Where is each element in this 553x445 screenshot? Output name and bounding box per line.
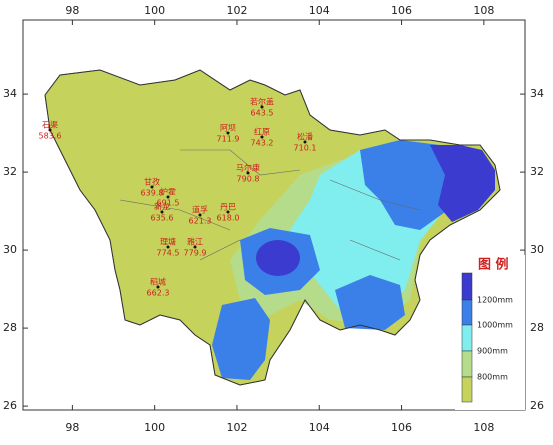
county-borders: [119, 149, 421, 261]
station-name: 炉霍: [160, 187, 176, 197]
x-tick-label: 100: [144, 4, 165, 17]
station-dot: [166, 195, 170, 199]
axes: 98 98 100 100 102 102 104 104 106 106 108 108 26 26 28…: [3, 4, 544, 434]
x-tick-label: 106: [391, 4, 412, 17]
station-dot: [166, 245, 170, 249]
y-tick-label: 26: [3, 399, 17, 412]
y-tick-label: 32: [3, 165, 17, 178]
station-value: 662.3: [147, 289, 170, 298]
x-tick-label: 100: [144, 421, 165, 434]
region-top: [256, 240, 300, 276]
station-value: 639.8: [141, 189, 164, 198]
station-dot: [150, 185, 154, 189]
station-value: 774.5: [157, 249, 180, 258]
station-name: 道孚: [192, 205, 208, 215]
legend-label: 800mm: [477, 373, 508, 382]
station-name: 理塘: [160, 237, 176, 247]
y-tick-label: 30: [3, 243, 17, 256]
province: [44, 69, 501, 386]
station-name: 松潘: [297, 132, 313, 142]
station-dot: [246, 171, 250, 175]
station-dot: [226, 210, 230, 214]
x-tick-label: 102: [226, 4, 247, 17]
stations: 石渠 583.6 若尔盖 643.5 阿坝 711.9 红原 743.2 松潘 710.1 马尔康 7…: [39, 97, 317, 298]
station-value: 790.8: [237, 175, 260, 184]
y-tick-label: 26: [530, 399, 544, 412]
y-tick-label: 28: [3, 321, 17, 334]
station-dot: [156, 285, 160, 289]
station-name: 雅江: [187, 237, 203, 247]
station-dot: [303, 140, 307, 144]
station-name: 阿坝: [220, 124, 236, 133]
station-value: 643.5: [251, 109, 274, 118]
x-tick-label: 98: [65, 421, 79, 434]
legend-swatch: [461, 272, 473, 301]
station-value: 583.6: [39, 132, 62, 141]
station-name: 石渠: [42, 120, 58, 130]
x-tick-label: 108: [473, 4, 494, 17]
station-name: 马尔康: [236, 163, 260, 173]
outline: [44, 69, 501, 386]
region-1200: [335, 275, 405, 330]
legend-swatch: [461, 376, 473, 403]
region-top: [430, 145, 495, 222]
station-dot: [48, 128, 52, 132]
x-tick-label: 98: [65, 4, 79, 17]
station-value: 621.3: [189, 217, 212, 226]
y-tick-label: 32: [530, 165, 544, 178]
station-dot: [193, 245, 197, 249]
station-value: 691.5: [157, 199, 180, 208]
y-tick-label: 34: [530, 87, 544, 100]
legend-label: 1000mm: [477, 321, 513, 330]
station-value: 710.1: [294, 144, 317, 153]
station-name: 稻城: [150, 277, 166, 287]
legend-title: 图 例: [478, 257, 509, 273]
station-name: 甘孜: [144, 177, 160, 187]
station-dot: [198, 213, 202, 217]
station-name: 红原: [254, 127, 270, 137]
x-tick-label: 102: [226, 421, 247, 434]
x-tick-label: 104: [309, 421, 330, 434]
station-dot: [260, 105, 264, 109]
x-tick-label: 104: [309, 4, 330, 17]
x-tick-label: 108: [473, 421, 494, 434]
x-tick-label: 106: [391, 421, 412, 434]
station-dot: [160, 210, 164, 214]
y-tick-label: 34: [3, 87, 17, 100]
region-1200: [212, 298, 270, 380]
station-value: 711.9: [217, 135, 240, 144]
station-value: 779.9: [184, 249, 207, 258]
station-value: 635.6: [151, 214, 174, 223]
station-name: 新龙: [154, 202, 170, 212]
station-dot: [260, 135, 264, 139]
station-value: 743.2: [251, 139, 274, 148]
station-name: 若尔盖: [250, 97, 274, 107]
y-tick-label: 30: [530, 243, 544, 256]
legend: 图 例 1200mm 1000mm 900mm 800mm: [455, 255, 525, 410]
legend-label: 900mm: [477, 347, 508, 356]
legend-label: 1200mm: [477, 296, 513, 305]
station-dot: [226, 131, 230, 135]
station-name: 丹巴: [220, 203, 236, 212]
legend-swatch: [461, 299, 473, 326]
station-value: 618.0: [217, 214, 240, 223]
legend-swatch: [461, 324, 473, 352]
y-tick-label: 28: [530, 321, 544, 334]
legend-swatch: [461, 350, 473, 378]
